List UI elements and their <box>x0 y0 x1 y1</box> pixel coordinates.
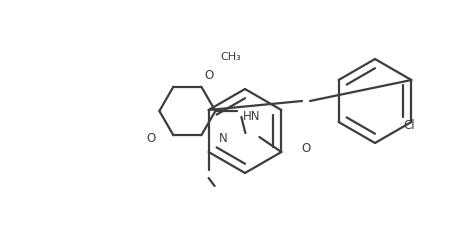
Text: Cl: Cl <box>404 119 415 132</box>
Text: CH₃: CH₃ <box>221 52 241 62</box>
Text: O: O <box>301 141 311 154</box>
Text: HN: HN <box>243 110 260 123</box>
Text: N: N <box>219 131 228 144</box>
Text: O: O <box>204 68 213 81</box>
Text: O: O <box>146 131 156 144</box>
